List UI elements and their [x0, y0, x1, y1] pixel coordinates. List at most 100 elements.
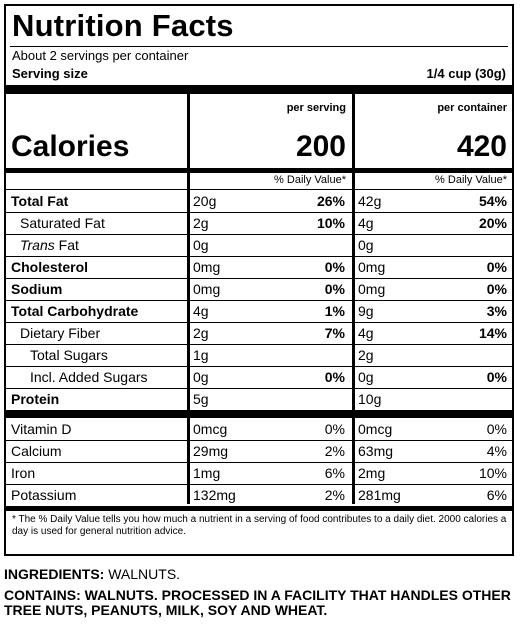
calories-per-serving: 200	[295, 130, 346, 163]
trans-rest: Fat	[54, 237, 79, 253]
serving-size-value: 1/4 cup (30g)	[426, 66, 506, 81]
amount-per-serving: 29mg	[193, 443, 229, 459]
dv-per-serving: 7%	[324, 325, 345, 341]
dv-per-container: 0%	[486, 369, 507, 385]
nutrient-name: Iron	[11, 465, 36, 481]
amount-per-container: 0mg	[358, 281, 386, 297]
amount-per-serving: 0mcg	[193, 421, 228, 437]
amount-per-container: 4g	[358, 215, 374, 231]
amount-per-container: 10g	[358, 391, 382, 407]
nutrient-row-protein: Protein 5g 10g	[6, 388, 512, 410]
nutrient-name: Potassium	[11, 487, 77, 503]
row-divider	[6, 484, 512, 485]
ingredients-line: INGREDIENTS: WALNUTS.	[4, 566, 180, 582]
protein-thick-divider	[6, 410, 512, 418]
row-divider	[6, 344, 512, 345]
amount-per-container: 2mg	[358, 465, 386, 481]
nutrient-name: Saturated Fat	[20, 215, 105, 231]
row-divider	[6, 256, 512, 257]
amount-per-serving: 0g	[193, 237, 209, 253]
row-divider	[6, 234, 512, 235]
dv-per-container: 4%	[486, 443, 507, 459]
nutrient-name: Sodium	[11, 281, 63, 297]
column-divider-1	[187, 93, 190, 504]
nutrient-row-potassium: Potassium 132mg 2% 281mg 6%	[6, 484, 512, 506]
nutrient-name: Dietary Fiber	[20, 325, 101, 341]
row-divider	[6, 189, 512, 190]
dv-per-serving: 2%	[324, 487, 345, 503]
column-divider-2	[352, 93, 355, 504]
dv-per-serving: 10%	[316, 215, 345, 231]
dv-per-container: 0%	[486, 259, 507, 275]
amount-per-serving: 0mg	[193, 259, 221, 275]
amount-per-container: 0g	[358, 237, 374, 253]
dv-per-container: 54%	[478, 193, 507, 209]
dv-per-serving: 2%	[324, 443, 345, 459]
nutrient-row-trans-fat: Trans Fat 0g 0g	[6, 234, 512, 256]
dv-per-container: 3%	[486, 303, 507, 319]
row-divider	[6, 212, 512, 213]
amount-per-container: 281mg	[358, 487, 401, 503]
nutrient-name: Cholesterol	[11, 259, 89, 275]
nutrient-name: Calcium	[11, 443, 62, 459]
dv-per-serving: 1%	[324, 303, 345, 319]
nutrient-name: Protein	[11, 391, 60, 407]
row-divider	[6, 300, 512, 301]
nutrition-facts-panel: Nutrition Facts About 2 servings per con…	[4, 4, 514, 556]
nutrient-name: Total Sugars	[30, 347, 108, 363]
amount-per-serving: 0mg	[193, 281, 221, 297]
dv-per-serving: 26%	[316, 193, 345, 209]
daily-value-header-serving: % Daily Value*	[274, 174, 346, 186]
calories-per-container: 420	[456, 130, 507, 163]
row-divider	[6, 440, 512, 441]
amount-per-serving: 20g	[193, 193, 217, 209]
per-serving-header: per serving	[286, 102, 346, 114]
nutrient-row-total-sugars: Total Sugars 1g 2g	[6, 344, 512, 366]
amount-per-container: 9g	[358, 303, 374, 319]
dv-per-serving: 0%	[324, 421, 345, 437]
nutrient-name: Incl. Added Sugars	[30, 369, 148, 385]
nutrient-name: Vitamin D	[11, 421, 72, 437]
amount-per-container: 0mg	[358, 259, 386, 275]
dv-per-container: 0%	[486, 421, 507, 437]
daily-value-footnote: * The % Daily Value tells you how much a…	[12, 514, 507, 537]
amount-per-container: 0mcg	[358, 421, 393, 437]
amount-per-serving: 4g	[193, 303, 209, 319]
amount-per-container: 0g	[358, 369, 374, 385]
dv-per-serving: 6%	[324, 465, 345, 481]
ingredients-label: INGREDIENTS:	[4, 566, 105, 582]
amount-per-container: 42g	[358, 193, 382, 209]
allergen-statement: CONTAINS: WALNUTS. PROCESSED IN A FACILI…	[4, 587, 511, 618]
dv-per-container: 14%	[478, 325, 507, 341]
nutrient-row-iron: Iron 1mg 6% 2mg 10%	[6, 462, 512, 484]
amount-per-container: 2g	[358, 347, 374, 363]
nutrient-row-cholesterol: Cholesterol 0mg 0% 0mg 0%	[6, 256, 512, 278]
row-divider	[6, 278, 512, 279]
nutrient-row-sodium: Sodium 0mg 0% 0mg 0%	[6, 278, 512, 300]
nutrient-row-calcium: Calcium 29mg 2% 63mg 4%	[6, 440, 512, 462]
nutrient-row-vitamin-d: Vitamin D 0mcg 0% 0mcg 0%	[6, 418, 512, 440]
amount-per-container: 63mg	[358, 443, 394, 459]
per-container-header: per container	[437, 102, 507, 114]
row-divider	[6, 322, 512, 323]
ingredients-value: WALNUTS.	[104, 566, 181, 582]
divider	[10, 46, 508, 47]
dv-per-container: 0%	[486, 281, 507, 297]
nutrient-row-saturated-fat: Saturated Fat 2g 10% 4g 20%	[6, 212, 512, 234]
nutrient-name: Total Carbohydrate	[11, 303, 139, 319]
panel-title: Nutrition Facts	[12, 8, 234, 43]
dv-per-serving: 0%	[324, 369, 345, 385]
nutrient-row-total-fat: Total Fat 20g 26% 42g 54%	[6, 190, 512, 212]
calories-divider	[6, 168, 512, 173]
trans-italic: Trans	[20, 237, 55, 253]
amount-per-serving: 1mg	[193, 465, 221, 481]
amount-per-serving: 1g	[193, 347, 209, 363]
row-divider	[6, 388, 512, 389]
dv-per-serving: 0%	[324, 281, 345, 297]
nutrient-row-added-sugars: Incl. Added Sugars 0g 0% 0g 0%	[6, 366, 512, 388]
nutrient-row-dietary-fiber: Dietary Fiber 2g 7% 4g 14%	[6, 322, 512, 344]
calories-label: Calories	[11, 130, 130, 163]
servings-per-container: About 2 servings per container	[12, 48, 189, 63]
nutrient-name: Trans Fat	[20, 237, 79, 253]
amount-per-serving: 132mg	[193, 487, 236, 503]
